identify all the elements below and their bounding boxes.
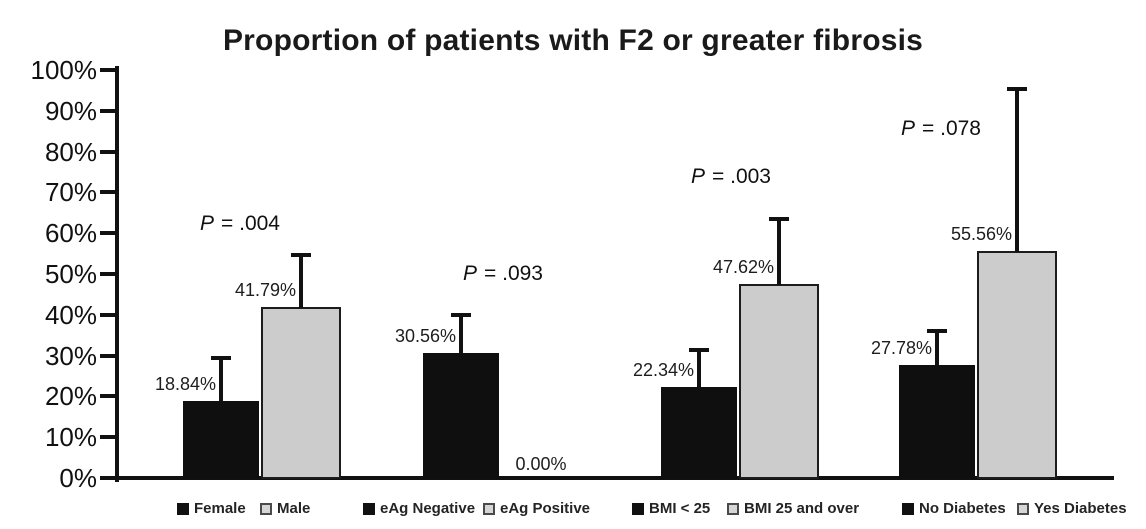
legend-item-no-diabetes: No Diabetes bbox=[902, 500, 1006, 517]
value-label-female: 18.84% bbox=[154, 374, 216, 395]
value-label-male: 41.79% bbox=[234, 280, 296, 301]
y-tick bbox=[100, 272, 117, 276]
y-tick bbox=[100, 394, 117, 399]
error-bar-cap-male bbox=[291, 252, 311, 257]
error-bar-cap-bmi-25-and-over bbox=[769, 217, 789, 222]
y-tick-label: 0% bbox=[59, 463, 97, 493]
value-label-eag-positive: 0.00% bbox=[515, 454, 567, 474]
y-tick bbox=[100, 108, 117, 113]
legend-swatch-eag-negative bbox=[363, 502, 375, 515]
error-bar-bmi-25 bbox=[697, 349, 701, 388]
legend-swatch-yes-diabetes bbox=[1017, 502, 1029, 515]
legend-label: Male bbox=[277, 500, 311, 517]
chart-title: Proportion of patients with F2 or greate… bbox=[222, 24, 924, 57]
bar-yes-diabetes bbox=[977, 251, 1057, 479]
legend-item-bmi-25: BMI < 25 bbox=[632, 500, 710, 517]
y-tick bbox=[100, 231, 117, 236]
legend-swatch-bmi-25-and-over bbox=[727, 502, 739, 515]
y-tick-label: 100% bbox=[30, 55, 98, 85]
y-tick bbox=[100, 353, 117, 358]
p-value-label: P = .003 bbox=[621, 164, 841, 190]
legend-swatch-female bbox=[177, 502, 189, 515]
y-axis-line bbox=[115, 66, 119, 482]
y-tick-label: 40% bbox=[44, 299, 97, 330]
error-bar-no-diabetes bbox=[935, 329, 939, 366]
legend-label: eAg Positive bbox=[500, 500, 591, 517]
legend-item-bmi-25-and-over: BMI 25 and over bbox=[727, 500, 859, 517]
y-tick-label: 80% bbox=[44, 136, 97, 167]
p-value-text: = .078 bbox=[922, 117, 981, 140]
p-symbol: P bbox=[691, 165, 706, 188]
value-label-bmi-25: 22.34% bbox=[632, 359, 694, 380]
y-tick bbox=[100, 312, 117, 317]
legend-item-yes-diabetes: Yes Diabetes bbox=[1017, 500, 1127, 517]
bar-male bbox=[261, 307, 341, 479]
error-bar-cap-eag-negative bbox=[451, 312, 471, 317]
y-tick-label: 50% bbox=[44, 259, 97, 289]
legend-label: eAg Negative bbox=[380, 500, 476, 517]
p-value-text: = .003 bbox=[712, 165, 771, 188]
legend-swatch-bmi-25 bbox=[632, 502, 644, 515]
bar-bmi-25-and-over bbox=[739, 283, 819, 479]
value-label-eag-negative: 30.56% bbox=[394, 326, 456, 347]
y-tick bbox=[100, 190, 117, 195]
legend-item-eag-positive: eAg Positive bbox=[483, 500, 590, 517]
bar-eag-negative bbox=[423, 353, 499, 479]
y-tick-label: 10% bbox=[44, 422, 97, 453]
y-tick-label: 90% bbox=[44, 95, 97, 126]
error-bar-yes-diabetes bbox=[1015, 88, 1019, 253]
error-bar-cap-female bbox=[211, 355, 231, 360]
y-tick bbox=[100, 476, 117, 480]
bar-no-diabetes bbox=[899, 364, 975, 479]
legend-swatch-no-diabetes bbox=[902, 502, 914, 515]
p-symbol: P bbox=[463, 262, 478, 285]
error-bar-male bbox=[299, 253, 303, 309]
value-label-no-diabetes: 27.78% bbox=[870, 337, 932, 358]
value-label-yes-diabetes: 55.56% bbox=[950, 224, 1012, 245]
p-symbol: P bbox=[901, 117, 916, 140]
x-axis-line bbox=[104, 476, 1114, 480]
p-value-text: = .093 bbox=[484, 262, 543, 285]
y-tick bbox=[100, 435, 117, 440]
p-symbol: P bbox=[200, 212, 215, 235]
p-value-label: P = .078 bbox=[831, 116, 1051, 142]
legend-label: Female bbox=[194, 500, 246, 517]
p-value-label: P = .004 bbox=[130, 211, 350, 237]
y-tick-label: 20% bbox=[44, 381, 97, 412]
legend-item-female: Female bbox=[177, 500, 246, 517]
bar-female bbox=[183, 401, 259, 479]
y-tick-label: 70% bbox=[44, 177, 97, 208]
y-tick-label: 30% bbox=[44, 340, 97, 371]
legend-label: No Diabetes bbox=[919, 500, 1006, 517]
error-bar-cap-no-diabetes bbox=[927, 328, 947, 333]
error-bar-eag-negative bbox=[459, 313, 463, 355]
error-bar-female bbox=[219, 356, 223, 403]
legend-swatch-male bbox=[260, 502, 272, 515]
legend-item-male: Male bbox=[260, 500, 310, 517]
legend-label: BMI < 25 bbox=[649, 500, 711, 517]
error-bar-bmi-25-and-over bbox=[777, 218, 781, 285]
bar-bmi-25 bbox=[661, 386, 737, 479]
legend-swatch-eag-positive bbox=[483, 502, 495, 515]
legend-label: Yes Diabetes bbox=[1034, 500, 1127, 517]
legend-label: BMI 25 and over bbox=[744, 500, 860, 517]
p-value-label: P = .093 bbox=[393, 261, 613, 287]
error-bar-cap-yes-diabetes bbox=[1007, 87, 1027, 92]
error-bar-cap-bmi-25 bbox=[689, 348, 709, 353]
legend-item-eag-negative: eAg Negative bbox=[363, 500, 475, 517]
value-label-bmi-25-and-over: 47.62% bbox=[712, 256, 774, 277]
y-tick bbox=[100, 149, 117, 154]
p-value-text: = .004 bbox=[221, 212, 280, 235]
y-tick bbox=[100, 68, 117, 72]
y-tick-label: 60% bbox=[44, 218, 97, 249]
